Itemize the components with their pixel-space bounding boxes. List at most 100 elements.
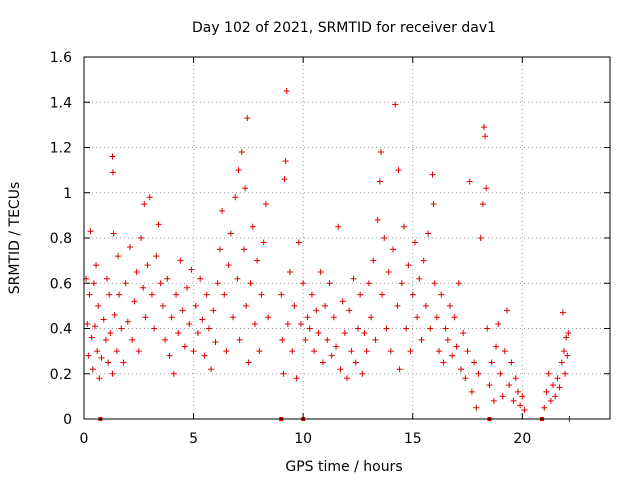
data-point (554, 375, 561, 382)
data-point (550, 382, 557, 389)
data-point (216, 246, 223, 253)
data-point (280, 370, 287, 377)
data-point (164, 275, 171, 282)
data-point (313, 307, 320, 314)
x-tick-label: 10 (294, 431, 312, 447)
data-point (348, 348, 355, 355)
data-point (447, 302, 454, 309)
chart-title: Day 102 of 2021, SRMTID for receiver dav… (192, 20, 496, 36)
data-point (282, 158, 289, 165)
data-point (227, 230, 234, 237)
data-point (430, 201, 437, 208)
data-point (405, 262, 412, 269)
data-point (122, 280, 129, 287)
data-point (344, 375, 350, 382)
data-point (414, 314, 421, 321)
grid (84, 57, 610, 419)
data-point (221, 291, 228, 298)
data-point (503, 307, 510, 314)
data-point (363, 348, 370, 355)
data-point (245, 359, 252, 366)
data-point (249, 223, 256, 230)
data-point (184, 284, 191, 291)
data-point (411, 239, 418, 246)
data-point (295, 239, 302, 246)
data-point (114, 253, 121, 260)
data-point (181, 343, 188, 350)
data-point (339, 298, 346, 305)
data-point (365, 280, 372, 287)
data-point (302, 336, 309, 343)
data-point (449, 352, 456, 359)
axis-ticks (83, 56, 610, 420)
data-point (322, 302, 329, 309)
data-point (390, 246, 397, 253)
data-point (394, 302, 401, 309)
data-point (326, 280, 333, 287)
data-point (148, 291, 155, 298)
data-point (116, 291, 123, 298)
data-point (291, 302, 298, 309)
data-point (287, 268, 294, 275)
data-point (262, 201, 269, 208)
data-point (244, 115, 251, 122)
data-point (392, 101, 399, 108)
data-point (100, 316, 107, 323)
data-point (300, 280, 307, 287)
data-point (243, 302, 250, 309)
data-point (482, 133, 489, 140)
data-point (137, 235, 144, 241)
y-axis-label: SRMTID / TECUs (7, 182, 23, 295)
data-point (127, 244, 134, 251)
data-point (547, 397, 554, 404)
data-point (210, 307, 217, 314)
data-point (235, 167, 242, 174)
data-point (311, 348, 318, 355)
data-point (479, 201, 486, 208)
data-point (440, 359, 447, 366)
data-point (124, 318, 131, 325)
data-point (565, 330, 572, 337)
data-point (352, 359, 359, 366)
data-point (464, 348, 471, 355)
data-point (429, 171, 436, 178)
x-tick-label: 15 (404, 431, 422, 447)
data-point (242, 185, 249, 192)
data-point (416, 275, 423, 282)
data-point (201, 352, 208, 359)
y-tick-label: 1.2 (50, 141, 72, 157)
data-point (376, 178, 383, 185)
data-point (168, 314, 175, 321)
y-tick-label: 0.6 (50, 276, 72, 292)
data-point (510, 397, 517, 404)
data-point (560, 348, 567, 355)
data-point (372, 336, 379, 343)
data-point (495, 320, 502, 327)
data-point (315, 330, 322, 337)
data-point (234, 275, 241, 282)
data-point (420, 257, 427, 264)
data-point (190, 348, 197, 355)
data-point (110, 230, 117, 237)
data-point (317, 268, 324, 275)
data-point (381, 235, 388, 241)
data-point (194, 330, 201, 337)
data-point (94, 348, 101, 355)
data-point (212, 339, 219, 346)
y-tick-label: 1.6 (50, 50, 72, 66)
data-point (337, 366, 344, 373)
y-tick-label: 1 (63, 186, 72, 202)
data-point (284, 320, 291, 327)
data-point (368, 314, 375, 321)
data-point (111, 311, 118, 318)
data-point (473, 404, 480, 411)
data-point (230, 314, 237, 321)
data-point (383, 325, 390, 332)
data-point (407, 348, 414, 355)
y-axis-tick-labels: 0 0.2 0.4 0.6 0.8 1 1.2 1.4 1.6 (50, 50, 72, 428)
data-point (564, 352, 571, 359)
data-point (199, 316, 206, 323)
data-point (205, 325, 212, 332)
data-point (293, 375, 300, 382)
